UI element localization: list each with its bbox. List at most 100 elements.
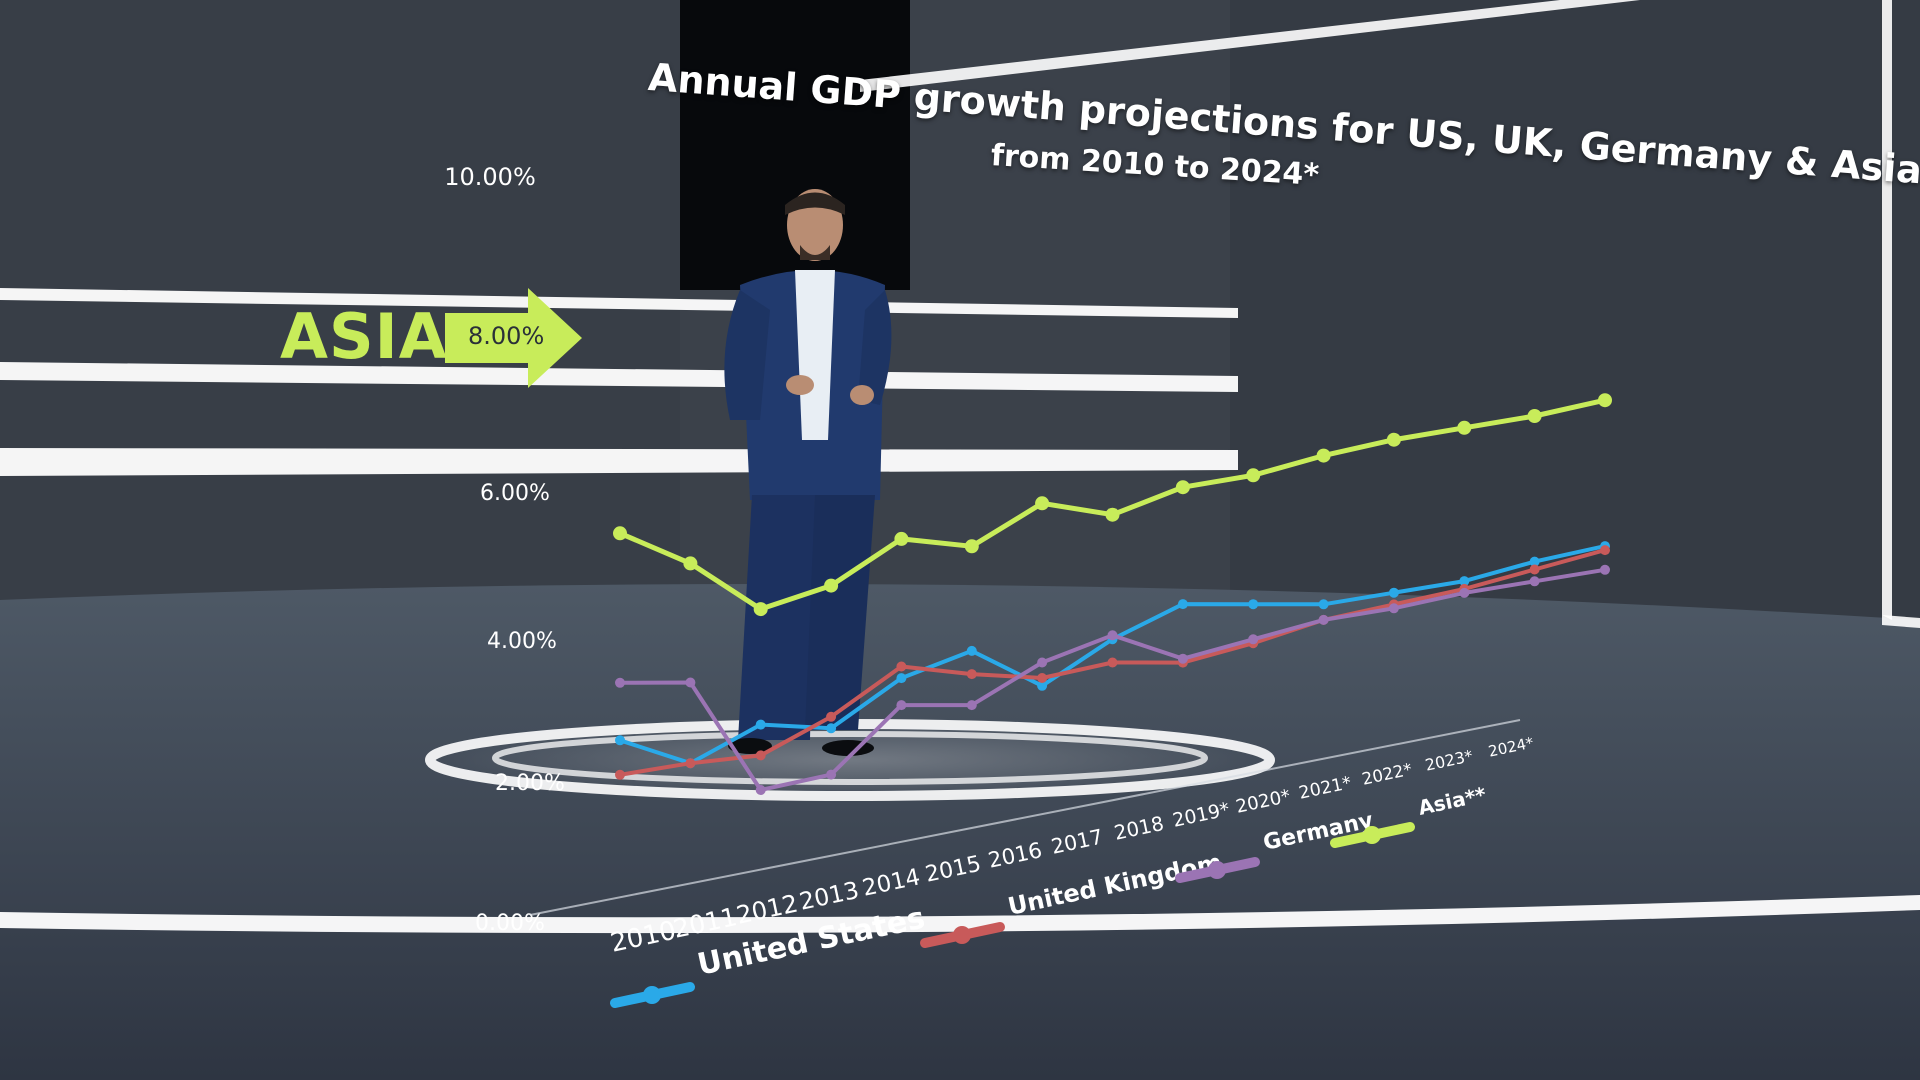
x-tick-label: 2011 xyxy=(671,902,740,944)
data-point xyxy=(1386,432,1401,447)
data-point xyxy=(1529,556,1540,567)
legend-label: Asia** xyxy=(1416,782,1489,820)
light-strip xyxy=(0,448,1238,476)
x-tick-label: 2024* xyxy=(1487,733,1536,760)
data-point xyxy=(966,669,977,680)
legend-marker xyxy=(643,986,661,1004)
data-point xyxy=(824,578,839,593)
data-point xyxy=(1107,630,1118,641)
x-tick-label: 2021* xyxy=(1297,773,1353,804)
legend-marker xyxy=(1363,826,1381,844)
data-point xyxy=(1248,599,1259,610)
light-strip xyxy=(0,362,1238,392)
x-tick-label: 2018 xyxy=(1112,812,1166,845)
data-point xyxy=(896,661,907,672)
y-tick-label: 4.00% xyxy=(487,629,557,654)
data-point xyxy=(826,723,837,734)
data-point xyxy=(1388,587,1399,598)
data-point xyxy=(1105,507,1120,522)
data-point xyxy=(896,673,907,684)
data-point xyxy=(613,526,627,541)
data-point xyxy=(753,602,768,617)
data-point xyxy=(966,700,977,711)
asia-callout xyxy=(445,288,582,388)
presenter-figure xyxy=(724,189,892,756)
data-point xyxy=(1107,657,1118,668)
data-point xyxy=(1037,673,1048,683)
callout-arrow xyxy=(445,288,582,388)
data-point xyxy=(964,539,979,554)
ceiling-light-strip xyxy=(860,0,1640,92)
x-tick-label: 2014 xyxy=(860,864,922,902)
data-point xyxy=(615,677,625,688)
data-point xyxy=(615,769,625,780)
light-strip xyxy=(0,288,1238,318)
x-axis-line xyxy=(529,719,1521,916)
chart-series xyxy=(613,393,1612,795)
right-light-strip xyxy=(1882,0,1892,620)
data-point xyxy=(894,531,909,546)
x-tick-label: 2015 xyxy=(923,851,983,888)
data-point xyxy=(755,750,766,761)
floor-light-strip xyxy=(0,895,1920,934)
data-point xyxy=(1529,564,1540,575)
data-point xyxy=(1177,599,1188,610)
x-tick-label: 2023* xyxy=(1423,746,1474,775)
data-point xyxy=(1457,420,1472,435)
series-line xyxy=(619,397,1606,612)
x-tick-label: 2017 xyxy=(1049,824,1105,858)
legend-label: Germany xyxy=(1261,808,1375,856)
data-point xyxy=(1600,564,1610,575)
legend-marker xyxy=(953,926,971,944)
floor-ring-inner xyxy=(492,731,1208,785)
x-tick-label: 2013 xyxy=(797,876,862,916)
data-point xyxy=(755,719,766,730)
data-point xyxy=(826,769,837,780)
legend-marker xyxy=(1208,861,1226,879)
data-point xyxy=(755,785,766,795)
data-point xyxy=(1246,468,1261,483)
data-point xyxy=(1459,587,1470,598)
x-tick-label: 2022* xyxy=(1360,760,1413,789)
series-line xyxy=(619,544,1606,766)
y-tick-label: 6.00% xyxy=(480,481,550,506)
data-point xyxy=(896,700,907,711)
data-point xyxy=(1600,545,1610,556)
data-point xyxy=(615,735,625,746)
data-point xyxy=(1316,448,1331,463)
data-point xyxy=(685,677,696,688)
right-light-strip xyxy=(1882,615,1920,628)
y-tick-label: 2.00% xyxy=(495,771,565,796)
callout-label: ASIA xyxy=(280,300,448,373)
data-point xyxy=(1459,576,1470,587)
x-tick-label: 2020* xyxy=(1234,786,1292,818)
data-point xyxy=(1318,599,1329,610)
data-point xyxy=(1035,496,1050,511)
data-point xyxy=(1037,680,1048,691)
data-point xyxy=(1177,653,1188,664)
data-point xyxy=(1037,657,1048,668)
data-point xyxy=(966,645,977,656)
data-point xyxy=(1598,393,1612,408)
y-axis-ticks: 10.00%8.00%6.00%4.00%2.00%0.00% xyxy=(444,163,565,936)
x-tick-label: 2012 xyxy=(734,888,801,929)
data-point xyxy=(1175,480,1190,495)
data-point xyxy=(1248,634,1259,645)
data-point xyxy=(1527,409,1542,423)
x-tick-label: 2010 xyxy=(608,916,679,959)
data-point xyxy=(1318,614,1329,625)
data-point xyxy=(1529,576,1540,587)
x-tick-label: 2019* xyxy=(1171,798,1232,831)
data-point xyxy=(826,711,837,722)
data-point xyxy=(685,758,696,769)
x-tick-label: 2016 xyxy=(986,838,1044,874)
data-point xyxy=(683,556,698,571)
right-wall-panel xyxy=(1230,0,1920,630)
studio-floor xyxy=(0,584,1920,1080)
data-point xyxy=(1388,603,1399,614)
